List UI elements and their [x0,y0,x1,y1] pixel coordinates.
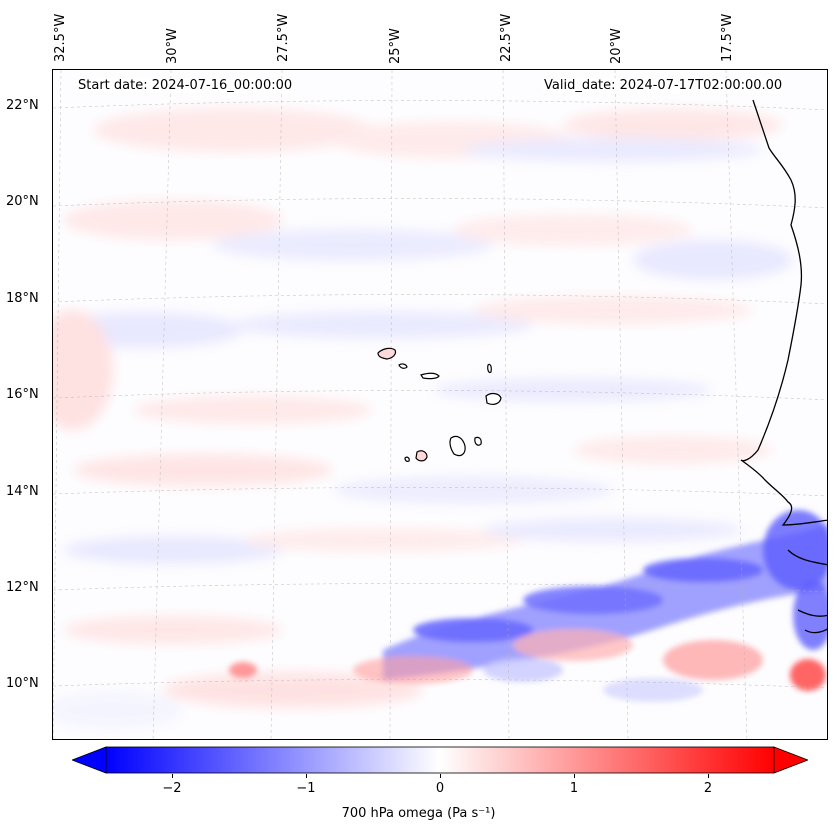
colorbar [72,746,808,774]
coastlines [740,99,827,634]
gridlines [53,70,827,739]
boa-vista-island [485,392,502,405]
valid-date-label: Valid_date: 2024-07-17T02:00:00.00 [542,78,785,93]
africa-coastline [740,99,827,526]
colorbar-tick-label: 0 [435,781,445,796]
map-panel[interactable] [52,69,828,740]
lon-label-32-5w: 32.5°W [53,13,68,62]
lon-label-27-5w: 27.5°W [276,13,291,62]
colorbar-tickmark [440,774,441,778]
colorbar-tickmark [708,774,709,778]
lon-label-25w: 25°W [388,28,403,64]
lat-label-14n: 14°N [6,484,39,499]
colorbar-tick-label: −1 [296,781,316,796]
lat-label-22n: 22°N [6,98,39,113]
santo-antao-island [377,347,397,360]
lat-label-20n: 20°N [6,194,39,209]
lon-label-30w: 30°W [165,28,180,64]
colorbar-tick-label: 1 [569,781,579,796]
start-date-label: Start date: 2024-07-16_00:00:00 [76,78,295,93]
colorbar-tickmark [574,774,575,778]
lat-label-18n: 18°N [6,291,39,306]
colorbar-extend-min [72,746,107,774]
fogo-island [415,450,428,462]
colorbar-tickmark [172,774,173,778]
lat-label-10n: 10°N [6,676,39,691]
omega-field-shading [53,108,793,730]
colorbar-gradient [105,746,775,774]
colorbar-tickmark [306,774,307,778]
sao-vicente-island [398,363,408,369]
colorbar-tick-label: −2 [162,781,182,796]
colorbar-label: 700 hPa omega (Pa s⁻¹) [341,806,496,821]
lon-label-22-5w: 22.5°W [499,13,514,62]
sao-nicolau-island [420,372,440,380]
colorbar-tick-label: 2 [703,781,713,796]
lon-label-20w: 20°W [609,28,624,64]
lon-label-17-5w: 17.5°W [720,13,735,62]
cape-verde-islands [377,347,502,462]
omega-field-map [53,70,827,739]
lat-label-12n: 12°N [6,580,39,595]
colorbar-extend-max [773,746,808,774]
itcz-band [229,510,827,702]
lat-label-16n: 16°N [6,387,39,402]
santiago-island [449,435,466,457]
sal-island [487,363,492,374]
maio-island [474,436,482,446]
brava-island [404,456,410,462]
